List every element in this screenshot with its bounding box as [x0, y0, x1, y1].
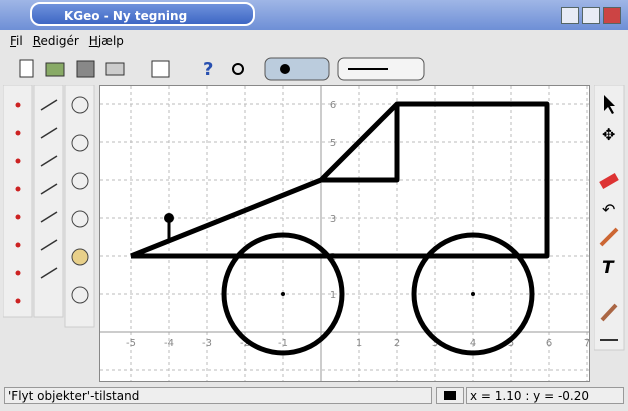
tool-button	[40, 211, 58, 223]
tool-button	[40, 239, 58, 251]
point-style-combo[interactable]	[264, 57, 330, 81]
tool-button	[40, 267, 58, 279]
x-axis-label: -4	[164, 338, 174, 349]
minimize-button[interactable]	[561, 7, 579, 24]
window-title: KGeo - Ny tegning	[30, 2, 255, 26]
y-axis-label: 1	[330, 290, 336, 301]
menu-item[interactable]: Redigér	[32, 34, 79, 48]
eraser-tool[interactable]	[599, 173, 619, 189]
wheel-left[interactable]	[221, 232, 345, 356]
wheel-right[interactable]	[411, 232, 535, 356]
x-axis-label: -5	[126, 338, 136, 349]
wheel-center[interactable]	[281, 292, 285, 296]
menu-item[interactable]: Fil	[10, 34, 23, 48]
tool-button	[40, 127, 58, 139]
tool-button	[71, 248, 89, 266]
point-style-icon	[280, 64, 290, 74]
x-axis-label: 6	[546, 338, 552, 349]
antenna-point[interactable]	[164, 213, 174, 223]
y-axis-label: 5	[330, 138, 336, 149]
status-bar: 'Flyt objekter'-tilstand x = 1.10 : y = …	[0, 385, 628, 407]
help-button[interactable]: ?	[203, 59, 213, 80]
text-tool[interactable]: T	[602, 258, 615, 278]
new-button[interactable]	[19, 59, 34, 78]
tool-button	[71, 96, 89, 114]
car-window[interactable]	[321, 104, 400, 183]
tool-button	[71, 134, 89, 152]
zoom-fit-button[interactable]	[151, 60, 170, 78]
x-axis-label: 4	[470, 338, 476, 349]
x-axis-label: -3	[202, 338, 212, 349]
tool-button	[40, 155, 58, 167]
title-bar: KGeo - Ny tegning	[0, 0, 628, 30]
tool-button	[40, 183, 58, 195]
wheel-center[interactable]	[471, 292, 475, 296]
status-coords: x = 1.10 : y = -0.20	[466, 387, 624, 404]
tool-button	[71, 286, 89, 304]
x-axis-label: 5	[508, 338, 514, 349]
y-axis-label: 3	[330, 214, 336, 225]
toolbar: ?	[19, 57, 425, 81]
x-axis-label: 1	[356, 338, 362, 349]
left-toolbars	[3, 85, 95, 328]
x-axis-label: 2	[394, 338, 400, 349]
save-button[interactable]	[76, 60, 95, 78]
tool-button	[15, 102, 21, 108]
tool-button	[15, 214, 21, 220]
tool-button	[71, 172, 89, 190]
tool-button	[15, 186, 21, 192]
open-button[interactable]	[45, 62, 65, 77]
x-axis-label: 7	[584, 338, 589, 349]
x-axis-label: -1	[278, 338, 288, 349]
menu-item[interactable]: Hjælp	[88, 34, 124, 48]
color-tool[interactable]	[599, 227, 619, 247]
quit-button[interactable]	[232, 63, 244, 75]
tool-button	[40, 99, 58, 111]
tool-button	[15, 242, 21, 248]
x-axis-label: 3	[432, 338, 438, 349]
tool-button	[15, 130, 21, 136]
move-tool[interactable]: ✥	[602, 125, 615, 144]
print-button[interactable]	[105, 62, 125, 76]
maximize-button[interactable]	[582, 7, 600, 24]
tool-button	[15, 270, 21, 276]
y-axis-label: 6	[330, 100, 336, 111]
status-mode: 'Flyt objekter'-tilstand	[4, 387, 432, 404]
menu-bar: Fil Redigér Hjælp	[0, 30, 628, 52]
x-axis-label: -2	[240, 338, 250, 349]
brush-tool[interactable]	[600, 303, 618, 322]
car-body[interactable]	[130, 101, 550, 259]
color-indicator	[436, 387, 464, 404]
drawing-canvas[interactable]: -5 -4 -3 -2 -1 1 2 3 4 5 6 7 1 2 3 5 6	[99, 85, 590, 382]
tool-button	[15, 298, 21, 304]
right-toolbar: ✥ ↶ T	[594, 85, 625, 351]
tool-button	[15, 158, 21, 164]
rotate-tool[interactable]: ↶	[602, 200, 615, 219]
tool-button	[71, 210, 89, 228]
select-tool[interactable]	[604, 95, 615, 114]
close-button[interactable]	[603, 7, 621, 24]
